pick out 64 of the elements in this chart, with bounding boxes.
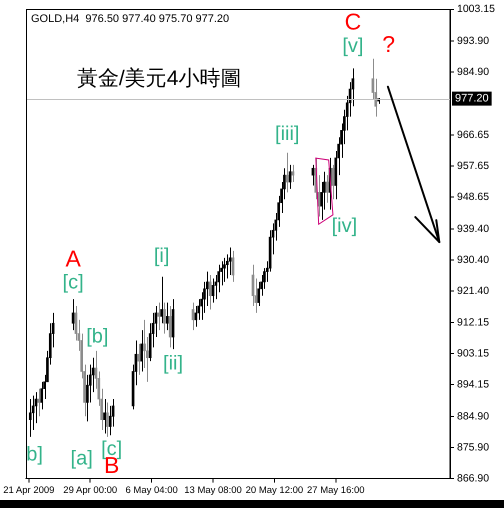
x-tick-label: 13 May 08:00 [184, 484, 242, 496]
y-tick-label: 966.65 [457, 128, 490, 141]
ref-line-label: 977.20 [455, 92, 489, 105]
y-tick-label: 930.40 [457, 254, 490, 266]
annotation: [v] [342, 34, 364, 57]
x-tick-label: 29 Apr 00:00 [63, 484, 118, 496]
candlestick [106, 402, 109, 438]
y-tick-label: 894.15 [457, 378, 490, 391]
candlestick [288, 164, 292, 190]
candlestick [192, 302, 194, 331]
annotation: [c] [62, 271, 84, 294]
x-tick-label: 27 May 16:00 [307, 484, 365, 496]
annotation: [b] [86, 325, 109, 348]
candlestick [208, 274, 212, 310]
annotation: GOLD,H4 976.50 977.40 975.70 977.20 [31, 12, 230, 25]
candlestick [157, 302, 160, 331]
candlestick [103, 398, 106, 434]
y-tick-label: 957.65 [457, 160, 490, 172]
y-tick-label: 984.90 [457, 66, 490, 78]
y-tick-label: 921.40 [457, 284, 490, 297]
x-tick-label: 20 May 12:00 [246, 484, 304, 496]
candlestick [212, 278, 214, 304]
candlestick [228, 246, 232, 276]
candlestick [38, 388, 40, 417]
candlestick [40, 381, 44, 410]
text: 黃金/美元4小時圖 [76, 67, 242, 90]
annotation: [ii] [163, 352, 184, 375]
candlestick [28, 398, 32, 438]
y-tick-label: 948.65 [457, 190, 490, 203]
annotation: [iv] [332, 214, 358, 237]
x-tick-label: 21 Apr 2009 [3, 484, 54, 496]
annotation: C [344, 8, 362, 35]
candlestick [214, 274, 218, 300]
candlestick [332, 164, 334, 200]
candlestick [194, 306, 198, 328]
annotation: A [65, 246, 82, 272]
candlestick [326, 174, 329, 204]
y-tick-label: 903.15 [457, 348, 490, 360]
annotation: [i] [154, 245, 170, 268]
candlestick [168, 306, 172, 348]
candlestick [312, 164, 314, 186]
candlestick [257, 281, 260, 307]
candlestick [286, 152, 289, 193]
candlestick [166, 302, 169, 331]
candlestick [140, 330, 143, 372]
candlestick [292, 164, 294, 183]
annotation: [iii] [275, 123, 300, 146]
y-tick-label: 993.90 [457, 35, 490, 48]
x-tick-label: 6 May 04:00 [125, 484, 178, 496]
candlestick [137, 343, 140, 376]
annotation: ? [382, 30, 396, 57]
annotation: b] [26, 444, 43, 466]
candlestick [163, 302, 166, 334]
candlestick [232, 250, 234, 282]
y-tick-label: 884.90 [457, 410, 490, 422]
y-tick-label: 875.90 [457, 441, 490, 454]
annotation: [a] [70, 447, 93, 470]
candlestick [72, 298, 74, 331]
y-tick-label: 866.90 [457, 472, 490, 484]
candlestick [223, 257, 226, 282]
candlestick [160, 276, 163, 324]
y-tick-label: 912.15 [457, 316, 490, 329]
y-tick-label: 1003.15 [457, 3, 496, 16]
y-tick-label: 939.40 [457, 222, 490, 235]
